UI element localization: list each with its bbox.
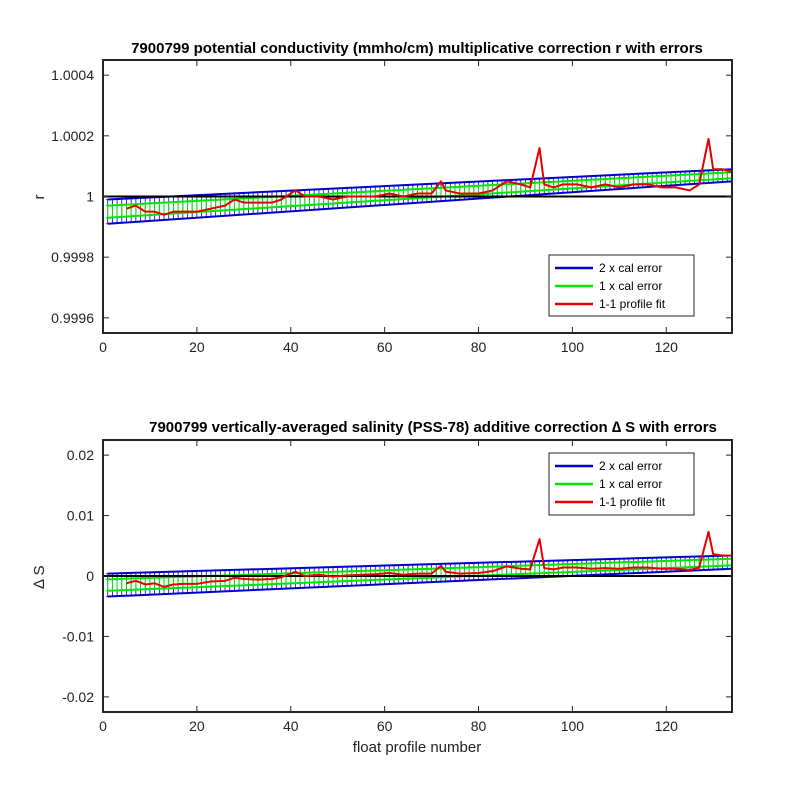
x-tick-label: 0 bbox=[99, 339, 107, 355]
legend-label: 1 x cal error bbox=[599, 477, 662, 491]
plot-content bbox=[103, 530, 732, 598]
x-tick-label: 100 bbox=[561, 339, 585, 355]
profile-fit-line bbox=[126, 530, 732, 588]
legend: 2 x cal error 1 x cal error 1-1 profile fi… bbox=[548, 254, 695, 317]
x-tick-label: 120 bbox=[655, 339, 679, 355]
one-cal-error-line bbox=[107, 564, 732, 592]
profile-fit-line bbox=[126, 137, 732, 216]
y-axis-label: ∆ S bbox=[31, 565, 48, 588]
x-tick-label: 40 bbox=[283, 339, 299, 355]
chart-title: 7900799 potential conductivity (mmho/cm)… bbox=[131, 40, 703, 57]
legend: 2 x cal error 1 x cal error 1-1 profile fi… bbox=[548, 452, 695, 516]
one-cal-error-line bbox=[107, 171, 732, 207]
y-tick-label: 0.01 bbox=[67, 508, 94, 524]
x-tick-label: 80 bbox=[471, 718, 487, 734]
x-tick-label: 20 bbox=[189, 339, 205, 355]
y-tick-label: 1 bbox=[86, 189, 94, 205]
x-tick-label: 80 bbox=[471, 339, 487, 355]
x-axis-label: float profile number bbox=[353, 739, 481, 756]
y-tick-label: 0 bbox=[86, 568, 94, 584]
legend-label: 2 x cal error bbox=[599, 261, 662, 275]
x-tick-label: 100 bbox=[561, 718, 585, 734]
y-tick-label: 0.02 bbox=[67, 447, 94, 463]
x-tick-label: 20 bbox=[189, 718, 205, 734]
y-tick-label: -0.02 bbox=[62, 689, 94, 705]
y-tick-label: 1.0004 bbox=[51, 67, 94, 83]
x-tick-label: 40 bbox=[283, 718, 299, 734]
two-cal-error-line bbox=[107, 168, 732, 201]
x-tick-label: 60 bbox=[377, 339, 393, 355]
salinity-correction-chart: 7900799 vertically-averaged salinity (PS… bbox=[31, 419, 733, 756]
two-cal-error-line bbox=[107, 180, 732, 225]
x-tick-label: 0 bbox=[99, 718, 107, 734]
y-tick-label: -0.01 bbox=[62, 628, 94, 644]
y-tick-label: 0.9996 bbox=[51, 310, 94, 326]
legend-label: 1-1 profile fit bbox=[599, 495, 666, 509]
y-tick-label: 1.0002 bbox=[51, 128, 94, 144]
x-tick-label: 120 bbox=[655, 718, 679, 734]
x-tick-label: 60 bbox=[377, 718, 393, 734]
chart-title: 7900799 vertically-averaged salinity (PS… bbox=[149, 419, 717, 436]
plot-content bbox=[103, 137, 732, 225]
legend-label: 2 x cal error bbox=[599, 459, 662, 473]
legend-label: 1 x cal error bbox=[599, 279, 662, 293]
y-axis-label: r bbox=[31, 195, 48, 200]
conductivity-correction-chart: 7900799 potential conductivity (mmho/cm)… bbox=[31, 40, 733, 355]
legend-label: 1-1 profile fit bbox=[599, 297, 666, 311]
y-tick-label: 0.9998 bbox=[51, 249, 94, 265]
two-cal-error-line bbox=[107, 554, 732, 575]
two-cal-error-line bbox=[107, 567, 732, 598]
